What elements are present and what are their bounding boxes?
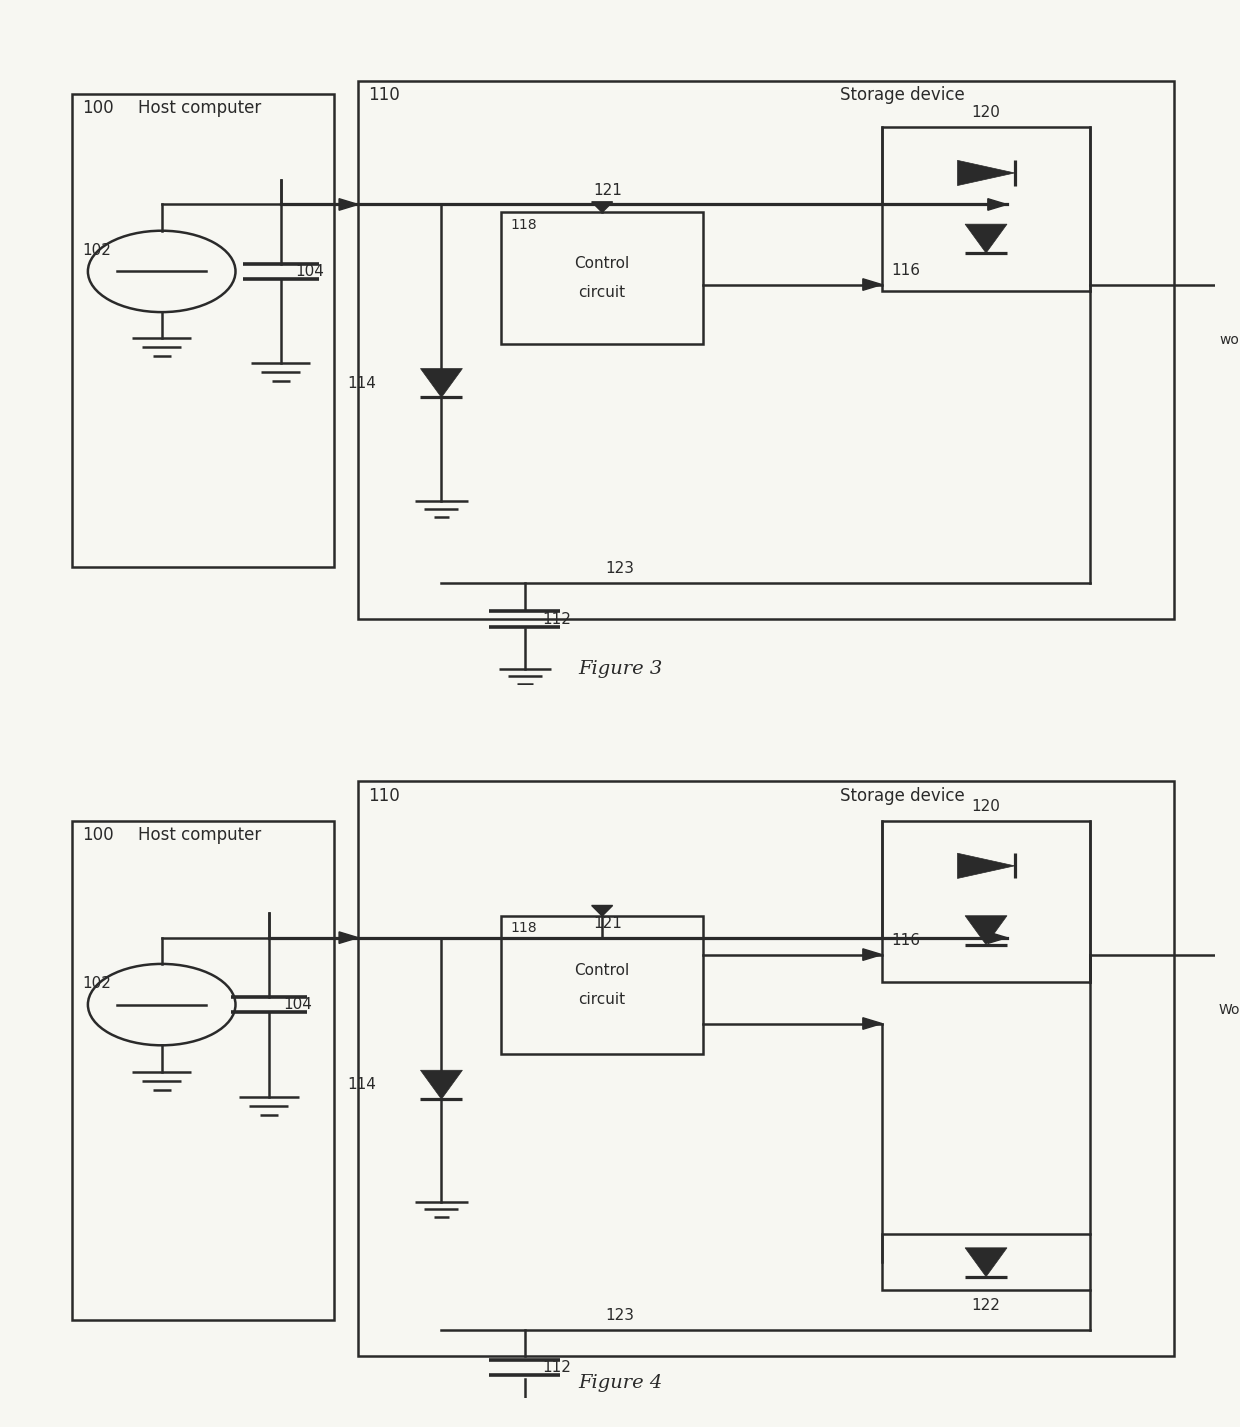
- Text: 112: 112: [543, 1360, 572, 1376]
- Text: 122: 122: [972, 1297, 1001, 1313]
- Text: 100: 100: [82, 100, 114, 117]
- Text: 104: 104: [283, 997, 312, 1012]
- Text: 118: 118: [511, 922, 537, 935]
- Polygon shape: [339, 198, 358, 210]
- Text: 102: 102: [82, 243, 110, 258]
- Text: circuit: circuit: [579, 992, 626, 1007]
- Polygon shape: [965, 916, 1007, 945]
- Text: 116: 116: [892, 263, 920, 278]
- Bar: [882, 1234, 1090, 1290]
- Text: 112: 112: [543, 612, 572, 626]
- Text: 120: 120: [972, 799, 1001, 813]
- Bar: [882, 127, 1090, 291]
- Polygon shape: [1226, 278, 1240, 290]
- Polygon shape: [863, 949, 882, 960]
- Text: Host computer: Host computer: [138, 826, 262, 843]
- Text: 114: 114: [347, 375, 376, 391]
- Polygon shape: [420, 368, 463, 398]
- Text: Figure 4: Figure 4: [578, 1374, 662, 1391]
- Text: Figure 3: Figure 3: [578, 661, 662, 678]
- Text: Control: Control: [574, 255, 630, 271]
- Text: 100: 100: [82, 826, 114, 843]
- Text: workload: workload: [1219, 332, 1240, 347]
- Polygon shape: [988, 198, 1007, 210]
- Text: 110: 110: [367, 786, 399, 805]
- Text: 102: 102: [82, 976, 110, 992]
- Text: 120: 120: [972, 106, 1001, 120]
- Polygon shape: [591, 201, 613, 213]
- Polygon shape: [957, 160, 1014, 186]
- Polygon shape: [339, 932, 358, 943]
- Polygon shape: [965, 1247, 1007, 1277]
- Text: 116: 116: [892, 933, 920, 948]
- Text: 118: 118: [511, 217, 537, 231]
- Bar: [882, 821, 1090, 982]
- Polygon shape: [988, 932, 1007, 943]
- Polygon shape: [863, 278, 882, 290]
- Text: Workload: Workload: [1218, 1003, 1240, 1016]
- Polygon shape: [957, 853, 1014, 879]
- Bar: [358, 81, 1173, 619]
- Polygon shape: [1226, 949, 1240, 960]
- Text: 104: 104: [295, 264, 324, 278]
- Text: 121: 121: [594, 916, 622, 930]
- Text: 110: 110: [367, 86, 399, 104]
- Bar: [72, 821, 335, 1320]
- Text: 123: 123: [605, 561, 635, 577]
- Polygon shape: [965, 224, 1007, 253]
- Bar: [72, 94, 335, 567]
- Polygon shape: [863, 1017, 882, 1029]
- Text: Host computer: Host computer: [138, 100, 262, 117]
- Polygon shape: [420, 1070, 463, 1099]
- Text: Storage device: Storage device: [841, 86, 965, 104]
- Text: Control: Control: [574, 963, 630, 977]
- Bar: [501, 916, 703, 1053]
- Bar: [358, 782, 1173, 1356]
- Text: Storage device: Storage device: [841, 786, 965, 805]
- Text: 114: 114: [347, 1077, 376, 1092]
- Text: 123: 123: [605, 1307, 635, 1323]
- Text: circuit: circuit: [579, 285, 626, 300]
- Polygon shape: [591, 906, 613, 916]
- Bar: [501, 213, 703, 344]
- Text: 121: 121: [594, 183, 622, 197]
